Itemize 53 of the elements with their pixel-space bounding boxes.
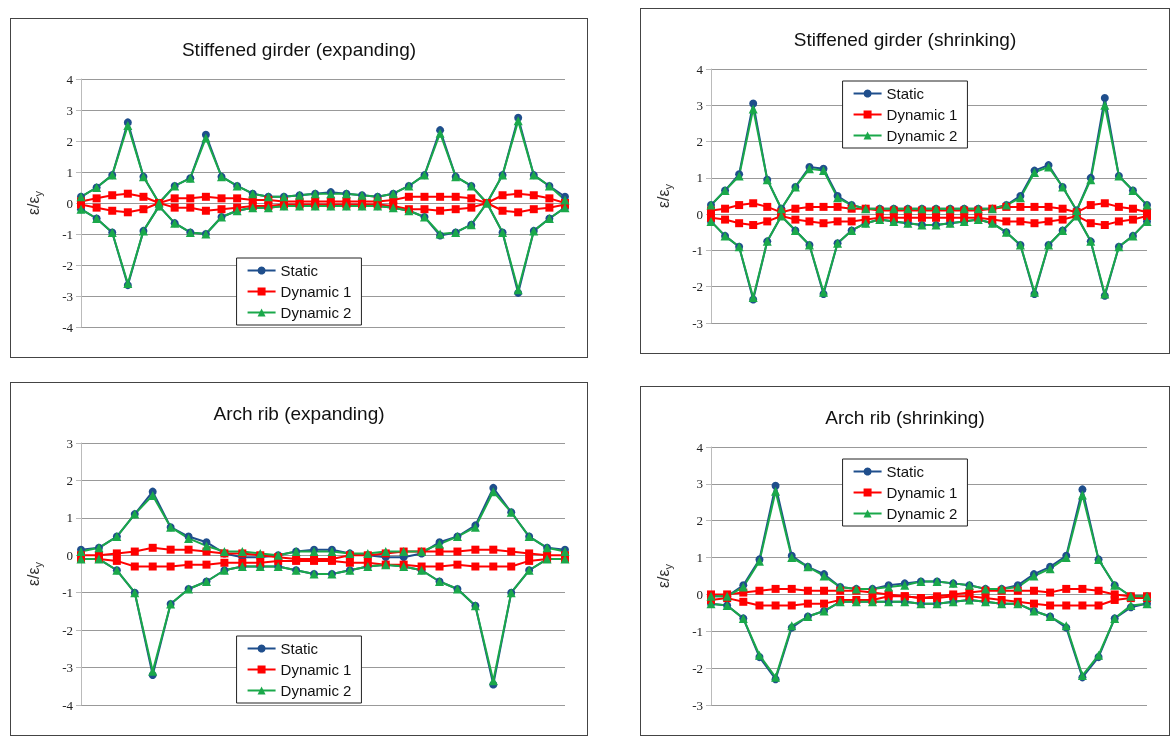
y-tick-label: 0	[696, 586, 703, 602]
y-tick-label: 1	[66, 510, 73, 526]
legend-label: Dynamic 2	[886, 127, 958, 144]
chart-title: Stiffened girder (expanding)	[181, 39, 417, 60]
y-axis-title: ε/εy	[25, 190, 44, 216]
legend-label: Dynamic 1	[886, 484, 958, 501]
y-tick-label: 0	[696, 206, 703, 222]
legend-label: Dynamic 1	[886, 106, 958, 123]
y-tick-label: 4	[66, 71, 74, 87]
y-tick-label: 4	[696, 61, 704, 77]
legend-label: Dynamic 2	[280, 304, 352, 321]
y-tick-label: 0	[66, 547, 73, 563]
y-axis-title: ε/εy	[25, 561, 44, 587]
y-tick-label: -4	[62, 697, 74, 713]
chart-title: Arch rib (shrinking)	[825, 407, 985, 428]
y-tick-label: -2	[62, 622, 73, 638]
y-tick-label: 2	[696, 513, 703, 529]
y-tick-label: 0	[66, 195, 73, 211]
legend-label: Dynamic 2	[886, 505, 958, 522]
legend-label: Static	[886, 85, 925, 102]
y-tick-label: 2	[66, 133, 73, 149]
y-tick-label: 1	[696, 170, 703, 186]
y-tick-label: 3	[696, 97, 703, 113]
y-axis-title: ε/εy	[655, 183, 674, 209]
y-tick-label: -3	[62, 288, 73, 304]
y-tick-label: -1	[692, 242, 703, 258]
y-tick-label: -1	[62, 226, 73, 242]
legend-label: Dynamic 2	[280, 682, 352, 699]
legend-label: Static	[280, 640, 319, 657]
legend-label: Static	[886, 463, 925, 480]
y-tick-label: -1	[62, 585, 73, 601]
y-tick-label: 3	[696, 476, 703, 492]
y-tick-label: 2	[66, 472, 73, 488]
chart-title: Arch rib (expanding)	[213, 403, 385, 424]
y-tick-label: 3	[66, 102, 73, 118]
legend-label: Dynamic 1	[280, 283, 352, 300]
y-axis-title: ε/εy	[655, 563, 674, 589]
y-tick-label: 3	[66, 435, 73, 451]
y-tick-label: 4	[696, 439, 704, 455]
y-tick-label: -3	[692, 315, 703, 331]
y-tick-label: 1	[696, 550, 703, 566]
legend-label: Dynamic 1	[280, 661, 352, 678]
y-tick-label: -2	[692, 660, 703, 676]
y-tick-label: -4	[62, 319, 74, 335]
chart-title: Stiffened girder (shrinking)	[793, 29, 1017, 50]
y-tick-label: -2	[692, 279, 703, 295]
y-tick-label: -2	[62, 257, 73, 273]
y-tick-label: 2	[696, 134, 703, 150]
y-tick-label: -1	[692, 623, 703, 639]
y-tick-label: -3	[62, 660, 73, 676]
y-tick-label: -3	[692, 697, 703, 713]
legend-label: Static	[280, 262, 319, 279]
y-tick-label: 1	[66, 164, 73, 180]
